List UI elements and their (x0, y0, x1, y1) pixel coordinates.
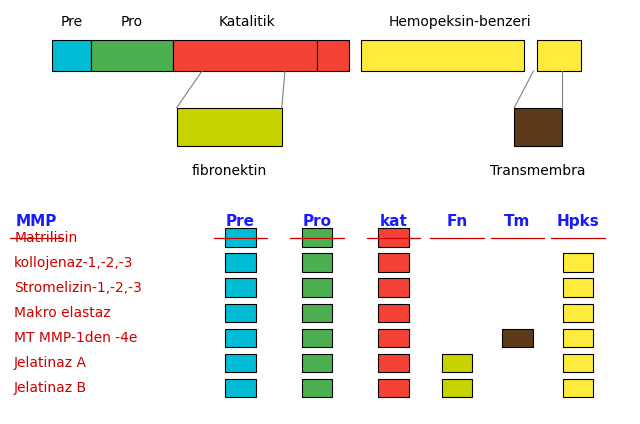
Bar (91, 40, 173, 71)
Bar (301, 329, 332, 347)
Bar (563, 304, 593, 322)
Bar (563, 279, 593, 297)
Bar (378, 254, 408, 272)
Text: MT MMP-1den -4e: MT MMP-1den -4e (14, 331, 138, 345)
Text: Transmembra: Transmembra (490, 164, 586, 178)
Bar (442, 354, 472, 372)
Text: Pre: Pre (226, 214, 255, 229)
Text: Katalitik: Katalitik (218, 15, 275, 29)
Bar (301, 304, 332, 322)
Bar (362, 40, 524, 71)
Bar (317, 40, 349, 71)
Bar (301, 254, 332, 272)
Text: Matrilisin: Matrilisin (14, 231, 77, 245)
Bar (225, 329, 255, 347)
Text: MMP: MMP (16, 214, 57, 229)
Bar (301, 354, 332, 372)
Bar (225, 254, 255, 272)
Text: Pre: Pre (60, 15, 83, 29)
Bar (225, 304, 255, 322)
Bar (378, 354, 408, 372)
Text: Makro elastaz: Makro elastaz (14, 306, 111, 320)
Bar (563, 329, 593, 347)
Text: Tm: Tm (504, 214, 531, 229)
Text: Fn: Fn (446, 214, 468, 229)
Text: Hemopeksin-benzeri: Hemopeksin-benzeri (389, 15, 531, 29)
Bar (301, 228, 332, 247)
Bar (537, 40, 581, 71)
Bar (442, 379, 472, 397)
Text: fibronektin: fibronektin (191, 164, 267, 178)
Bar (378, 329, 408, 347)
Text: Jelatinaz A: Jelatinaz A (14, 356, 87, 370)
Bar (173, 40, 317, 71)
Bar (563, 379, 593, 397)
Bar (378, 379, 408, 397)
Text: Jelatinaz B: Jelatinaz B (14, 381, 87, 395)
Bar (378, 304, 408, 322)
Text: Hpks: Hpks (557, 214, 600, 229)
Bar (225, 279, 255, 297)
Text: Stromelizin-1,-2,-3: Stromelizin-1,-2,-3 (14, 281, 142, 295)
Bar (378, 279, 408, 297)
Bar (225, 354, 255, 372)
Text: kollojenaz-1,-2,-3: kollojenaz-1,-2,-3 (14, 256, 134, 270)
Bar (301, 379, 332, 397)
Bar (378, 228, 408, 247)
Text: kat: kat (380, 214, 407, 229)
Bar (52, 40, 91, 71)
Bar (177, 108, 282, 146)
Text: Pro: Pro (121, 15, 143, 29)
Text: Pro: Pro (302, 214, 332, 229)
Bar (301, 279, 332, 297)
Bar (515, 108, 562, 146)
Bar (225, 228, 255, 247)
Bar (502, 329, 533, 347)
Bar (563, 254, 593, 272)
Bar (563, 354, 593, 372)
Bar (225, 379, 255, 397)
